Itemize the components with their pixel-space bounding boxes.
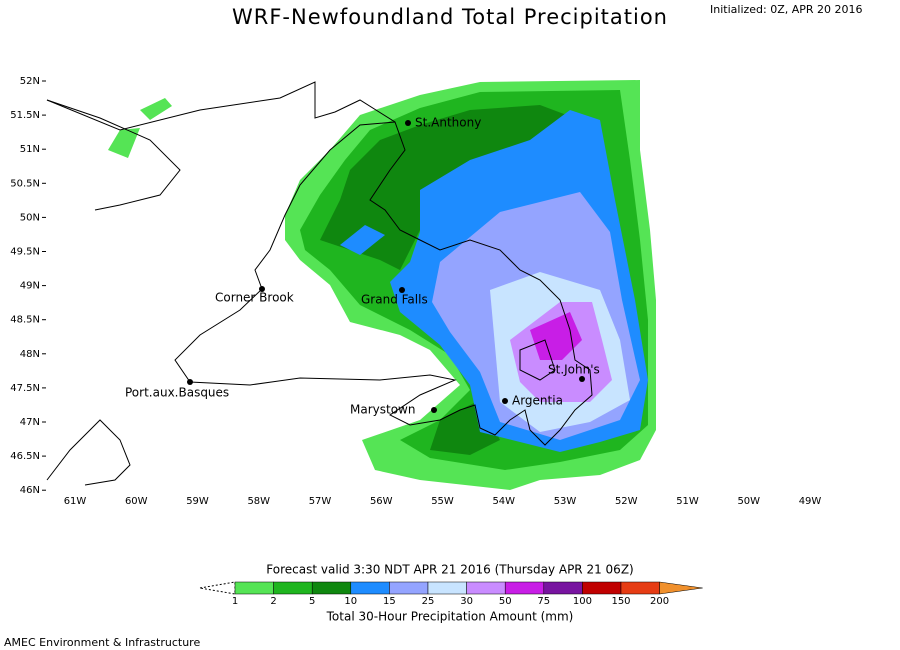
colorbar-segment xyxy=(582,581,622,595)
under-triangle xyxy=(199,581,236,595)
title: WRF-Newfoundland Total Precipitation xyxy=(232,5,668,29)
lat-label: 48N xyxy=(20,349,40,360)
lat-label: 51.5N xyxy=(10,110,40,121)
forecast-valid: Forecast valid 3:30 NDT APR 21 2016 (Thu… xyxy=(266,563,633,577)
colorbar-segment xyxy=(543,581,583,595)
over-triangle xyxy=(659,581,703,595)
colorbar-segment xyxy=(427,581,467,595)
colorbar-label: 75 xyxy=(537,596,550,607)
lon-label: 60W xyxy=(125,496,148,507)
city-label: Port.aux.Basques xyxy=(125,386,229,400)
lon-label: 55W xyxy=(431,496,454,507)
lat-label: 47N xyxy=(20,417,40,428)
colorbar-label: 30 xyxy=(460,596,473,607)
colorbar-label: 200 xyxy=(650,596,669,607)
lat-label: 49.5N xyxy=(10,247,40,258)
colorbar-segment xyxy=(311,581,352,595)
colorbar-segment xyxy=(273,581,313,595)
legend-label: Total 30-Hour Precipitation Amount (mm) xyxy=(326,610,574,624)
lat-label: 46N xyxy=(20,485,40,496)
city-label: Marystown xyxy=(350,403,415,417)
colorbar-label: 15 xyxy=(383,596,396,607)
colorbar-label: 10 xyxy=(344,596,357,607)
precipitation-field xyxy=(108,80,656,490)
colorbar-label: 50 xyxy=(499,596,512,607)
lat-label: 48.5N xyxy=(10,315,40,326)
lon-label: 57W xyxy=(309,496,332,507)
lon-label: 51W xyxy=(676,496,699,507)
city-label: Argentia xyxy=(512,394,563,408)
city-label: St.Anthony xyxy=(415,116,481,130)
lat-label: 46.5N xyxy=(10,451,40,462)
colorbar-label: 2 xyxy=(270,596,276,607)
lon-label: 59W xyxy=(186,496,209,507)
city-label: St.John's xyxy=(548,363,600,377)
colorbar-segment xyxy=(466,581,506,595)
lat-label: 49N xyxy=(20,281,40,292)
colorbar-segment xyxy=(504,581,545,595)
lon-label: 52W xyxy=(615,496,638,507)
colorbar-segment xyxy=(234,581,274,595)
footer: AMEC Environment & Infrastructure xyxy=(4,636,200,649)
lon-label: 49W xyxy=(799,496,822,507)
lon-label: 50W xyxy=(737,496,760,507)
colorbar-label: 150 xyxy=(611,596,630,607)
colorbar-label: 25 xyxy=(422,596,435,607)
city-label: Grand Falls xyxy=(361,293,428,307)
coastlines xyxy=(46,81,593,486)
cities: St.Anthony Corner Brook Grand Falls Port… xyxy=(125,116,600,417)
lon-label: 53W xyxy=(554,496,577,507)
colorbar-label: 5 xyxy=(309,596,315,607)
colorbar-label: 1 xyxy=(232,596,238,607)
lat-label: 51N xyxy=(20,144,40,155)
lon-label: 61W xyxy=(64,496,87,507)
initialized: Initialized: 0Z, APR 20 2016 xyxy=(710,3,863,16)
lat-label: 50.5N xyxy=(10,178,40,189)
colorbar-segment xyxy=(620,581,660,595)
colorbar-segment xyxy=(389,581,429,595)
city-label: Corner Brook xyxy=(215,291,294,305)
colorbar-segment xyxy=(350,581,390,595)
lat-label: 50N xyxy=(20,212,40,223)
colorbar-label: 100 xyxy=(573,596,592,607)
lat-label: 47.5N xyxy=(10,383,40,394)
lon-label: 56W xyxy=(370,496,393,507)
lat-label: 52N xyxy=(20,76,40,87)
lon-label: 58W xyxy=(247,496,270,507)
lon-label: 54W xyxy=(492,496,515,507)
